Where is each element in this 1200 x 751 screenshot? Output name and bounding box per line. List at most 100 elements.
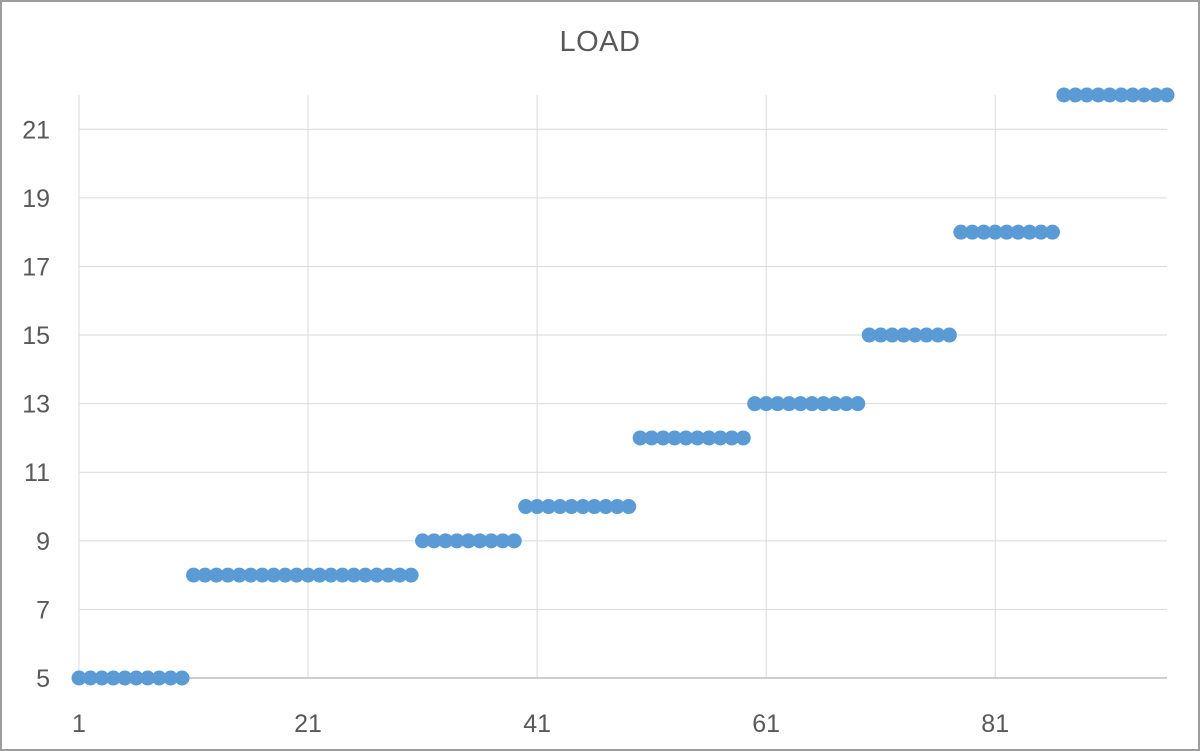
data-point [1044,224,1060,240]
data-point [552,499,568,515]
data-point [953,224,969,240]
x-axis-tick-label: 21 [294,710,322,738]
data-point [1159,87,1175,103]
data-point [483,533,499,549]
data-point [300,567,316,583]
data-point [289,567,305,583]
x-axis-tick-label: 41 [523,710,551,738]
y-axis-tick-label: 11 [24,459,50,487]
data-point [563,499,579,515]
data-point [1125,87,1141,103]
data-point [747,396,763,412]
y-axis-tick-label: 13 [22,391,50,419]
data-point [1148,87,1164,103]
data-point [850,396,866,412]
data-point [357,567,373,583]
data-point [873,327,889,343]
data-point [392,567,408,583]
data-point [105,670,121,686]
data-point [1022,224,1038,240]
data-point [346,567,362,583]
data-point [781,396,797,412]
y-axis-tick-label: 7 [36,596,50,624]
data-point [117,670,133,686]
data-point [861,327,877,343]
data-point [312,567,328,583]
data-point [71,670,87,686]
data-point [1113,87,1129,103]
data-point [838,396,854,412]
data-point [94,670,110,686]
data-point [460,533,476,549]
x-axis-tick-label: 61 [752,710,780,738]
data-point [1102,87,1118,103]
data-point [941,327,957,343]
data-point [758,396,774,412]
data-point [701,430,717,446]
data-point [369,567,385,583]
data-point [689,430,705,446]
y-axis-tick-label: 21 [22,116,50,144]
data-point [930,327,946,343]
data-point [1090,87,1106,103]
data-point [644,430,660,446]
data-point [735,430,751,446]
data-point [712,430,728,446]
data-point [140,670,156,686]
chart-title: LOAD [559,26,641,58]
data-point [266,567,282,583]
data-point [220,567,236,583]
data-point [403,567,419,583]
data-point [1056,87,1072,103]
data-point [243,567,259,583]
data-point [655,430,671,446]
data-point [277,567,293,583]
data-point [667,430,683,446]
data-point [437,533,453,549]
y-axis-tick-label: 19 [22,185,50,213]
data-point [793,396,809,412]
data-point [380,567,396,583]
data-point [128,670,144,686]
data-point [907,327,923,343]
data-point [770,396,786,412]
y-axis-tick-label: 17 [22,253,50,281]
data-point [174,670,190,686]
data-point [987,224,1003,240]
data-point [918,327,934,343]
data-point [724,430,740,446]
data-point [815,396,831,412]
data-point [964,224,980,240]
y-axis-tick-label: 9 [36,528,50,556]
data-point [1010,224,1026,240]
data-point [999,224,1015,240]
data-point [518,499,534,515]
data-point [415,533,431,549]
data-point [1079,87,1095,103]
data-point [575,499,591,515]
data-point [334,567,350,583]
data-point [197,567,213,583]
data-point [541,499,557,515]
data-point [1033,224,1049,240]
data-point [804,396,820,412]
data-point [186,567,202,583]
data-point [976,224,992,240]
data-point [506,533,522,549]
data-point [323,567,339,583]
x-axis-tick-label: 1 [72,710,86,738]
data-point [609,499,625,515]
data-point [163,670,179,686]
data-point [586,499,602,515]
data-point [449,533,465,549]
data-point [884,327,900,343]
data-point [151,670,167,686]
data-point [896,327,912,343]
data-point [495,533,511,549]
data-point [82,670,98,686]
data-point [529,499,545,515]
data-point [472,533,488,549]
data-point [678,430,694,446]
